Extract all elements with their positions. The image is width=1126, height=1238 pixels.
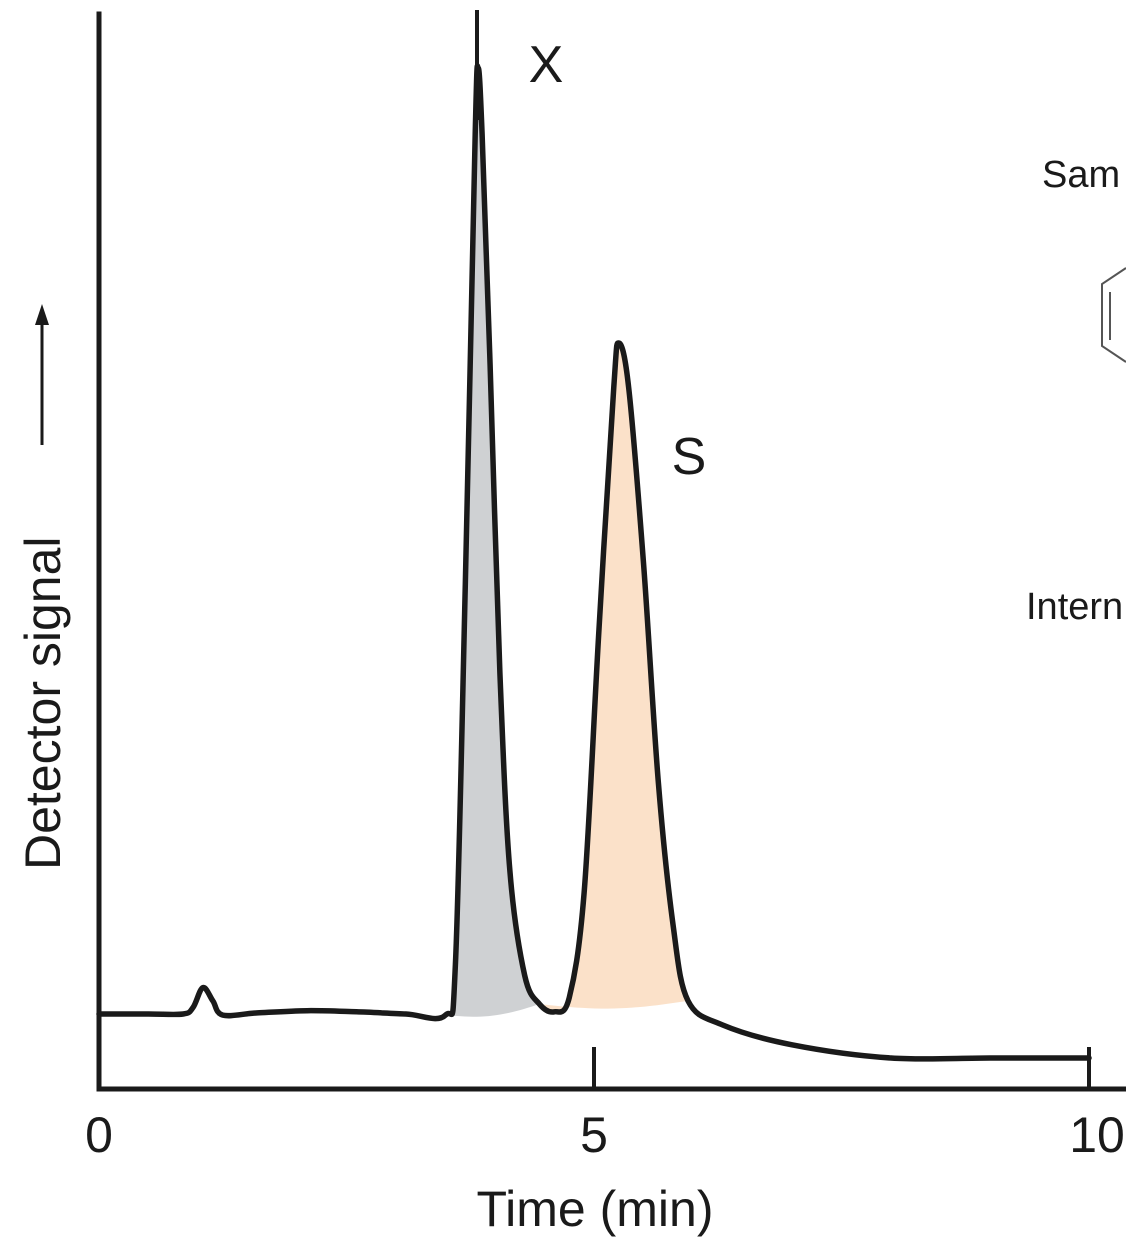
- y-axis-label: Detector signal: [15, 537, 71, 871]
- x-tick-label-5: 5: [580, 1107, 608, 1163]
- peak-area-x: [445, 65, 540, 1017]
- peak-label-x: X: [529, 36, 564, 94]
- cut-off-text-bottom: Intern: [1026, 586, 1123, 628]
- x-tick-label-10: 10: [1069, 1107, 1125, 1163]
- x-ticks: 0 5 10: [85, 1047, 1125, 1163]
- x-tick-label-0: 0: [85, 1107, 113, 1163]
- peak-label-s: S: [672, 428, 707, 486]
- peak-fills: [445, 65, 688, 1017]
- molecule-structure-fragment: [1101, 267, 1126, 363]
- chart-labels: X S Time (min) Detector signal Sam Inter…: [15, 36, 1123, 1237]
- x-axis-label: Time (min): [476, 1181, 713, 1237]
- cut-off-text-top: Sam: [1042, 154, 1120, 196]
- peak-area-s: [539, 342, 688, 1013]
- y-axis-arrow: [35, 304, 49, 445]
- detector-trace: [96, 63, 1092, 1062]
